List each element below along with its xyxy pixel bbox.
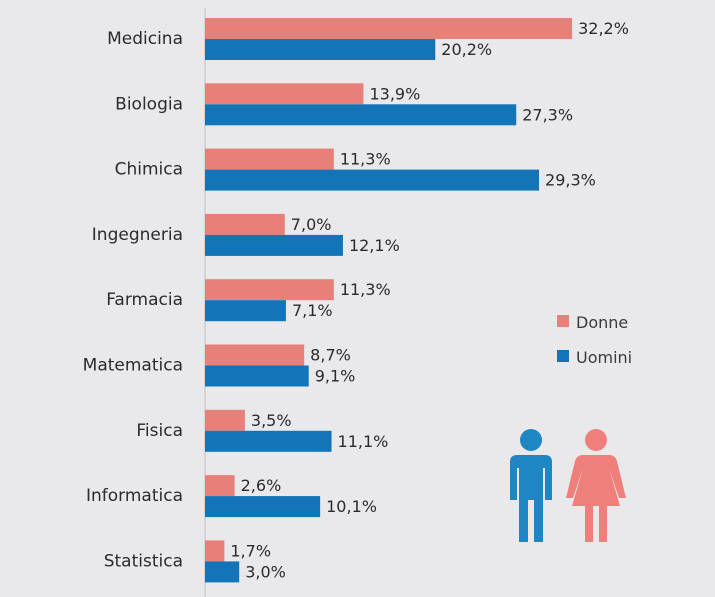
category-label-fisica: Fisica [136, 421, 183, 441]
category-label-farmacia: Farmacia [106, 290, 183, 310]
bar-donne-informatica [205, 475, 235, 497]
bar-donne-farmacia [205, 279, 334, 301]
value-label-uomini-ingegneria: 12,1% [349, 236, 400, 255]
bar-donne-matematica [205, 344, 305, 366]
value-label-donne-ingegneria: 7,0% [291, 215, 332, 234]
bar-uomini-medicina [205, 39, 436, 60]
man-icon [510, 429, 552, 542]
value-label-uomini-matematica: 9,1% [315, 367, 356, 386]
woman-icon [566, 429, 626, 542]
bar-donne-fisica [205, 409, 245, 431]
bar-uomini-fisica [205, 430, 332, 452]
bars [205, 18, 573, 583]
category-label-chimica: Chimica [115, 160, 183, 180]
category-label-ingegneria: Ingegneria [92, 225, 183, 245]
value-label-donne-statistica: 1,7% [230, 541, 271, 560]
value-label-uomini-informatica: 10,1% [326, 497, 377, 516]
bar-donne-chimica [205, 148, 334, 170]
value-label-uomini-statistica: 3,0% [245, 562, 286, 581]
value-label-donne-farmacia: 11,3% [340, 280, 391, 299]
value-label-uomini-chimica: 29,3% [545, 171, 596, 190]
value-label-uomini-farmacia: 7,1% [292, 301, 333, 320]
legend-swatch-donne [557, 315, 569, 327]
value-label-uomini-biologia: 27,3% [522, 105, 573, 124]
value-label-donne-chimica: 11,3% [340, 150, 391, 169]
value-label-donne-medicina: 32,2% [578, 19, 629, 38]
category-label-medicina: Medicina [107, 29, 183, 49]
value-label-uomini-medicina: 20,2% [441, 40, 492, 59]
bar-uomini-matematica [205, 365, 309, 387]
category-labels: Medicina Biologia Chimica Ingegneria Farmaci… [83, 29, 183, 571]
value-label-donne-informatica: 2,6% [241, 476, 282, 495]
value-label-uomini-fisica: 11,1% [338, 432, 389, 451]
bar-uomini-informatica [205, 496, 321, 518]
value-label-donne-fisica: 3,5% [251, 411, 292, 430]
bar-donne-statistica [205, 540, 225, 562]
legend-label-donne: Donne [576, 313, 628, 332]
value-labels: 32,2% 20,2% 13,9% 27,3% 11,3% 29,3% 7,0% 12,1% 1… [230, 19, 629, 581]
value-label-donne-matematica: 8,7% [310, 346, 351, 365]
category-label-matematica: Matematica [83, 356, 183, 376]
bar-uomini-biologia [205, 104, 517, 126]
bar-donne-medicina [205, 18, 573, 39]
legend-label-uomini: Uomini [576, 348, 632, 367]
value-label-donne-biologia: 13,9% [369, 84, 420, 103]
legend-swatch-uomini [557, 350, 569, 362]
category-label-biologia: Biologia [115, 94, 183, 114]
category-label-statistica: Statistica [104, 551, 183, 571]
category-label-informatica: Informatica [86, 486, 183, 506]
bar-donne-biologia [205, 83, 364, 105]
legend: Donne Uomini [557, 313, 632, 367]
bar-uomini-farmacia [205, 300, 286, 322]
bar-donne-ingegneria [205, 213, 285, 235]
bar-uomini-statistica [205, 561, 240, 583]
bar-uomini-ingegneria [205, 234, 343, 256]
bar-uomini-chimica [205, 169, 540, 191]
